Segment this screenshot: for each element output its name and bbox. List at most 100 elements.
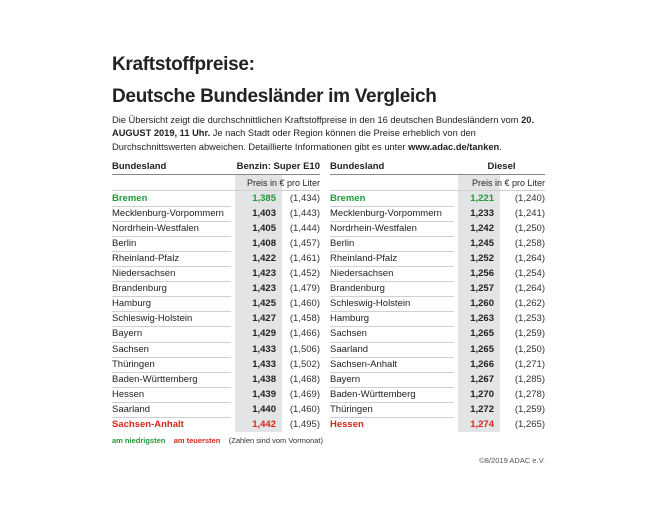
state-name: Thüringen <box>112 358 155 370</box>
previous-price: (1,254) <box>514 268 545 280</box>
previous-price: (1,259) <box>514 403 545 415</box>
previous-price: (1,240) <box>514 193 545 204</box>
state-name: Bremen <box>112 193 148 204</box>
previous-price: (1,262) <box>514 298 545 310</box>
price: 1,274 <box>470 418 494 430</box>
previous-price: (1,506) <box>289 343 320 355</box>
price: 1,265 <box>470 328 494 340</box>
previous-price: (1,258) <box>514 238 545 250</box>
separator <box>112 266 231 268</box>
subheader: Preis in € pro Liter <box>246 178 320 188</box>
previous-price: (1,278) <box>514 388 545 400</box>
separator <box>330 386 454 388</box>
separator <box>112 236 231 238</box>
price: 1,257 <box>470 283 494 295</box>
previous-price: (1,434) <box>289 193 320 204</box>
column-header: Bundesland <box>330 161 385 172</box>
description-text: . <box>499 141 502 152</box>
title: Deutsche Bundesländer im Vergleich <box>112 86 437 107</box>
state-name: Mecklenburg-Vorpommern <box>330 208 442 220</box>
price: 1,438 <box>252 373 276 385</box>
state-name: Berlin <box>112 238 137 250</box>
price: 1,423 <box>252 283 276 295</box>
state-name: Hessen <box>330 418 364 430</box>
legend-item: (Zahlen sind vom Vormonat) <box>228 436 323 445</box>
separator <box>330 401 454 403</box>
description-link: www.adac.de/tanken <box>408 141 500 152</box>
separator <box>112 281 231 283</box>
column-header: Benzin: Super E10 <box>236 161 320 172</box>
copyright: ©8/2019 ADAC e.V. <box>479 456 545 465</box>
price: 1,242 <box>470 223 494 235</box>
separator <box>330 356 454 358</box>
price: 1,433 <box>252 358 276 370</box>
separator <box>330 266 454 268</box>
separator <box>112 401 231 403</box>
price: 1,266 <box>470 358 494 370</box>
legend-item: am niedrigsten <box>112 436 166 445</box>
state-name: Rheinland-Pfalz <box>112 253 180 265</box>
previous-price: (1,479) <box>289 283 320 295</box>
state-name: Bremen <box>330 193 366 204</box>
state-name: Hessen <box>112 388 145 400</box>
price: 1,425 <box>252 298 276 310</box>
price: 1,272 <box>470 403 494 415</box>
separator <box>330 311 454 313</box>
separator <box>112 416 231 418</box>
separator <box>112 190 320 191</box>
state-name: Bayern <box>330 373 361 385</box>
separator <box>112 356 231 358</box>
separator <box>112 311 231 313</box>
state-name: Thüringen <box>330 403 373 415</box>
previous-price: (1,264) <box>514 283 545 295</box>
previous-price: (1,461) <box>289 253 320 265</box>
price: 1,270 <box>470 388 494 400</box>
state-name: Baden-Württemberg <box>112 373 198 385</box>
separator <box>330 326 454 328</box>
price: 1,267 <box>470 373 494 385</box>
price: 1,263 <box>470 313 494 325</box>
state-name: Sachsen-Anhalt <box>112 418 184 430</box>
previous-price: (1,253) <box>514 313 545 325</box>
separator <box>330 296 454 298</box>
state-name: Niedersachsen <box>112 268 176 280</box>
description-date: 20. AUGUST 2019, 11 Uhr. <box>112 115 535 139</box>
price: 1,385 <box>252 193 276 204</box>
previous-price: (1,468) <box>289 373 320 385</box>
state-name: Brandenburg <box>330 283 385 295</box>
legend: am niedrigsten am teuersten (Zahlen sind… <box>112 436 323 445</box>
state-name: Saarland <box>330 343 369 355</box>
state-name: Hamburg <box>112 298 152 310</box>
state-name: Baden-Württemberg <box>330 388 416 400</box>
price: 1,440 <box>252 403 276 415</box>
previous-price: (1,265) <box>514 418 545 430</box>
price: 1,422 <box>252 253 276 265</box>
previous-price: (1,457) <box>289 238 320 250</box>
price: 1,221 <box>470 193 494 204</box>
separator <box>112 174 320 175</box>
previous-price: (1,452) <box>289 268 320 280</box>
separator <box>112 341 231 343</box>
state-name: Hamburg <box>330 313 370 325</box>
previous-price: (1,502) <box>289 358 320 370</box>
previous-price: (1,250) <box>514 343 545 355</box>
price-column <box>458 175 500 432</box>
price: 1,256 <box>470 268 494 280</box>
previous-price: (1,458) <box>289 313 320 325</box>
state-name: Schleswig-Holstein <box>112 313 193 325</box>
price: 1,252 <box>470 253 494 265</box>
description-text: Je nach Stadt oder Region können die Pre… <box>112 128 476 152</box>
legend-item: am teuersten <box>173 436 221 445</box>
state-name: Brandenburg <box>112 283 167 295</box>
description: Die Übersicht zeigt die durchschnittlich… <box>112 114 548 154</box>
previous-price: (1,443) <box>289 208 320 220</box>
separator <box>330 371 454 373</box>
state-name: Schleswig-Holstein <box>330 298 411 310</box>
previous-price: (1,271) <box>514 358 545 370</box>
price: 1,442 <box>252 418 276 430</box>
price: 1,403 <box>252 208 276 220</box>
separator <box>330 416 454 418</box>
separator <box>112 326 231 328</box>
separator <box>112 386 231 388</box>
